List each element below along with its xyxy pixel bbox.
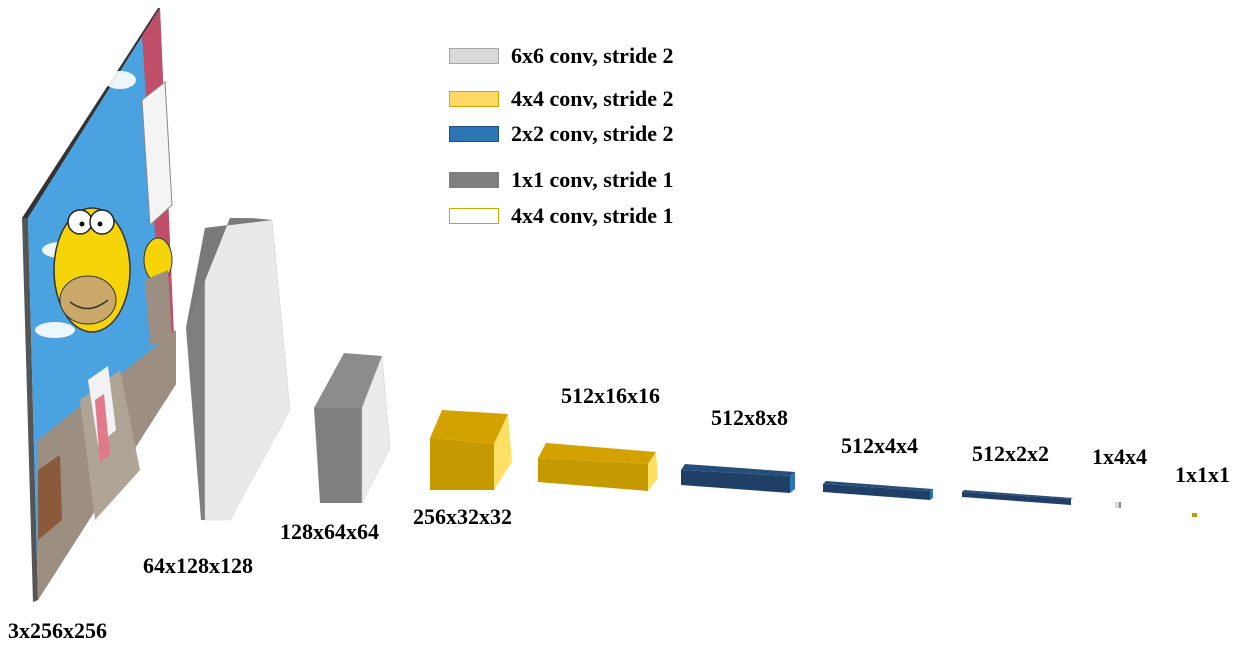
legend-item-1x1-conv: 1x1 conv, stride 1 [449,167,674,192]
layer-label-1: 64x128x128 [143,553,253,578]
legend-item-6x6-conv: 6x6 conv, stride 2 [449,43,674,68]
legend-label: 6x6 conv, stride 2 [511,43,674,68]
layer-label-3: 256x32x32 [413,504,512,529]
legend-swatch [449,48,499,64]
layer-label-7: 512x2x2 [972,441,1049,466]
layer-block-512x16x16 [538,443,658,491]
legend-swatch [449,126,499,142]
layer-label-9: 1x1x1 [1175,462,1230,487]
legend-item-4x4-conv-stride-2: 4x4 conv, stride 2 [449,86,674,111]
layer-block-1x4x4 [1115,502,1121,508]
layer-block-512x8x8 [681,464,795,493]
legend-label: 1x1 conv, stride 1 [511,167,674,192]
legend-label: 4x4 conv, stride 2 [511,86,674,111]
layer-block-512x4x4 [823,481,933,500]
layer-block-128x64x64 [314,353,391,504]
legend-label: 2x2 conv, stride 2 [511,121,674,146]
legend-item-4x4-conv-stride-1: 4x4 conv, stride 1 [449,203,674,228]
layer-label-6: 512x4x4 [841,433,918,458]
layer-label-4: 512x16x16 [561,383,660,408]
layer-block-256x32x32 [430,410,512,490]
layer-label-input: 3x256x256 [8,618,107,643]
legend-label: 4x4 conv, stride 1 [511,203,674,228]
legend-swatch [449,91,499,107]
layer-block-64x128x128 [186,218,291,521]
layer-block-1x1x1 [1192,513,1197,517]
layer-label-2: 128x64x64 [280,519,379,544]
legend-item-2x2-conv: 2x2 conv, stride 2 [449,121,674,146]
legend-swatch [449,172,499,188]
legend-swatch [449,208,499,224]
layer-label-5: 512x8x8 [711,405,788,430]
input-image [22,8,176,602]
layer-block-512x2x2 [962,490,1073,505]
layer-label-8: 1x4x4 [1092,444,1147,469]
